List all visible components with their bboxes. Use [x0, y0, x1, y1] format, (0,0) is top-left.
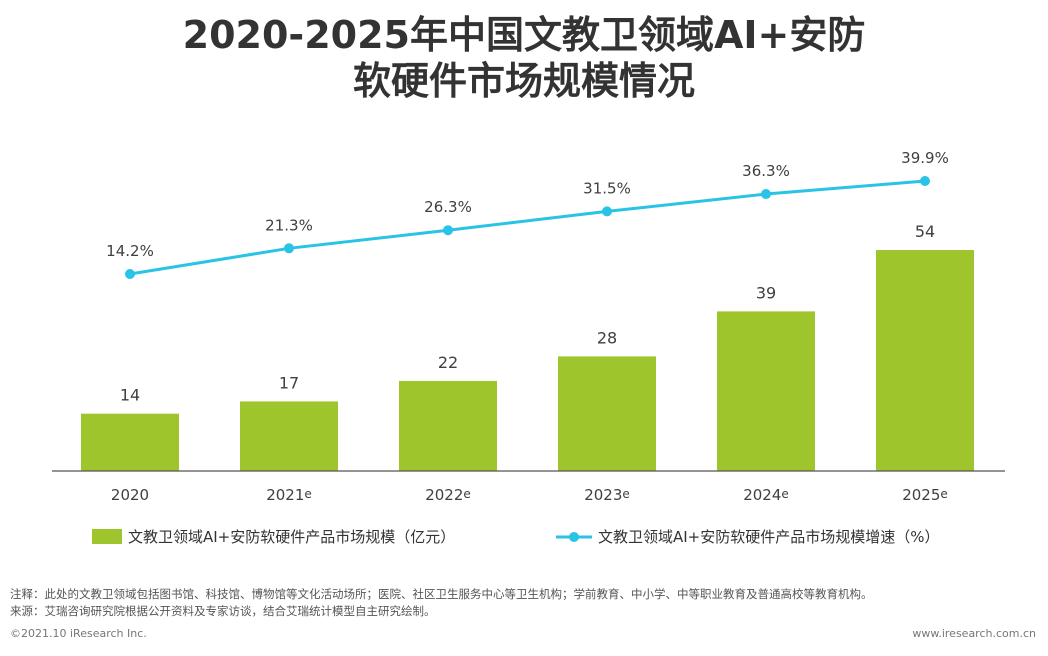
bar-value-label: 39 — [756, 283, 776, 302]
growth-value-label: 39.9% — [901, 149, 949, 167]
x-tick-label: 2020 — [111, 486, 149, 504]
bar-value-label: 54 — [915, 222, 935, 241]
bar — [558, 356, 656, 471]
bar — [717, 311, 815, 471]
legend-bar-label: 文教卫领域AI+安防软硬件产品市场规模（亿元） — [128, 528, 455, 546]
bar — [876, 250, 974, 471]
bar-value-label: 14 — [120, 386, 140, 405]
bar — [399, 380, 497, 471]
x-tick-label: 2022e — [425, 486, 471, 504]
growth-value-label: 36.3% — [742, 162, 790, 180]
growth-point — [920, 176, 930, 186]
legend-line-label: 文教卫领域AI+安防软硬件产品市场规模增速（%） — [598, 528, 940, 546]
growth-value-label: 26.3% — [424, 198, 472, 216]
chart-title: 2020-2025年中国文教卫领域AI+安防 软硬件市场规模情况 — [0, 12, 1048, 104]
growth-point — [602, 206, 612, 217]
copyright-text: ©2021.10 iResearch Inc. — [10, 627, 147, 640]
growth-value-label: 31.5% — [583, 179, 631, 197]
legend-bar-swatch — [92, 529, 122, 544]
bar-value-label: 22 — [438, 353, 458, 372]
x-tick-label: 2025e — [902, 486, 948, 504]
note-text: 注释：此处的文教卫领域包括图书馆、科技馆、博物馆等文化活动场所；医院、社区卫生服… — [10, 587, 873, 601]
growth-point — [761, 189, 771, 200]
chart-title-line-1: 2020-2025年中国文教卫领域AI+安防 — [182, 13, 866, 57]
growth-point — [443, 225, 453, 236]
x-tick-label: 2023e — [584, 486, 630, 504]
x-tick-label: 2024e — [743, 486, 789, 504]
website-link[interactable]: www.iresearch.com.cn — [912, 627, 1036, 640]
growth-line — [129, 179, 926, 276]
x-tick-label: 2021e — [266, 486, 312, 504]
growth-value-label: 21.3% — [265, 216, 313, 234]
combo-chart: 14 17 22 28 39 54 2020 2021e 2022e 2023e 2024e 2025… — [52, 149, 1005, 546]
source-text: 来源：艾瑞咨询研究院根据公开资料及专家访谈，结合艾瑞统计模型自主研究绘制。 — [10, 604, 436, 618]
growth-point — [125, 269, 135, 279]
bar — [81, 413, 179, 471]
growth-point — [284, 243, 294, 254]
growth-value-label: 14.2% — [106, 242, 154, 260]
bar — [240, 401, 338, 471]
chart-title-line-2: 软硬件市场规模情况 — [352, 59, 695, 103]
legend-line-marker — [569, 532, 579, 542]
bar-value-label: 17 — [279, 373, 299, 392]
bar-value-label: 28 — [597, 328, 617, 347]
